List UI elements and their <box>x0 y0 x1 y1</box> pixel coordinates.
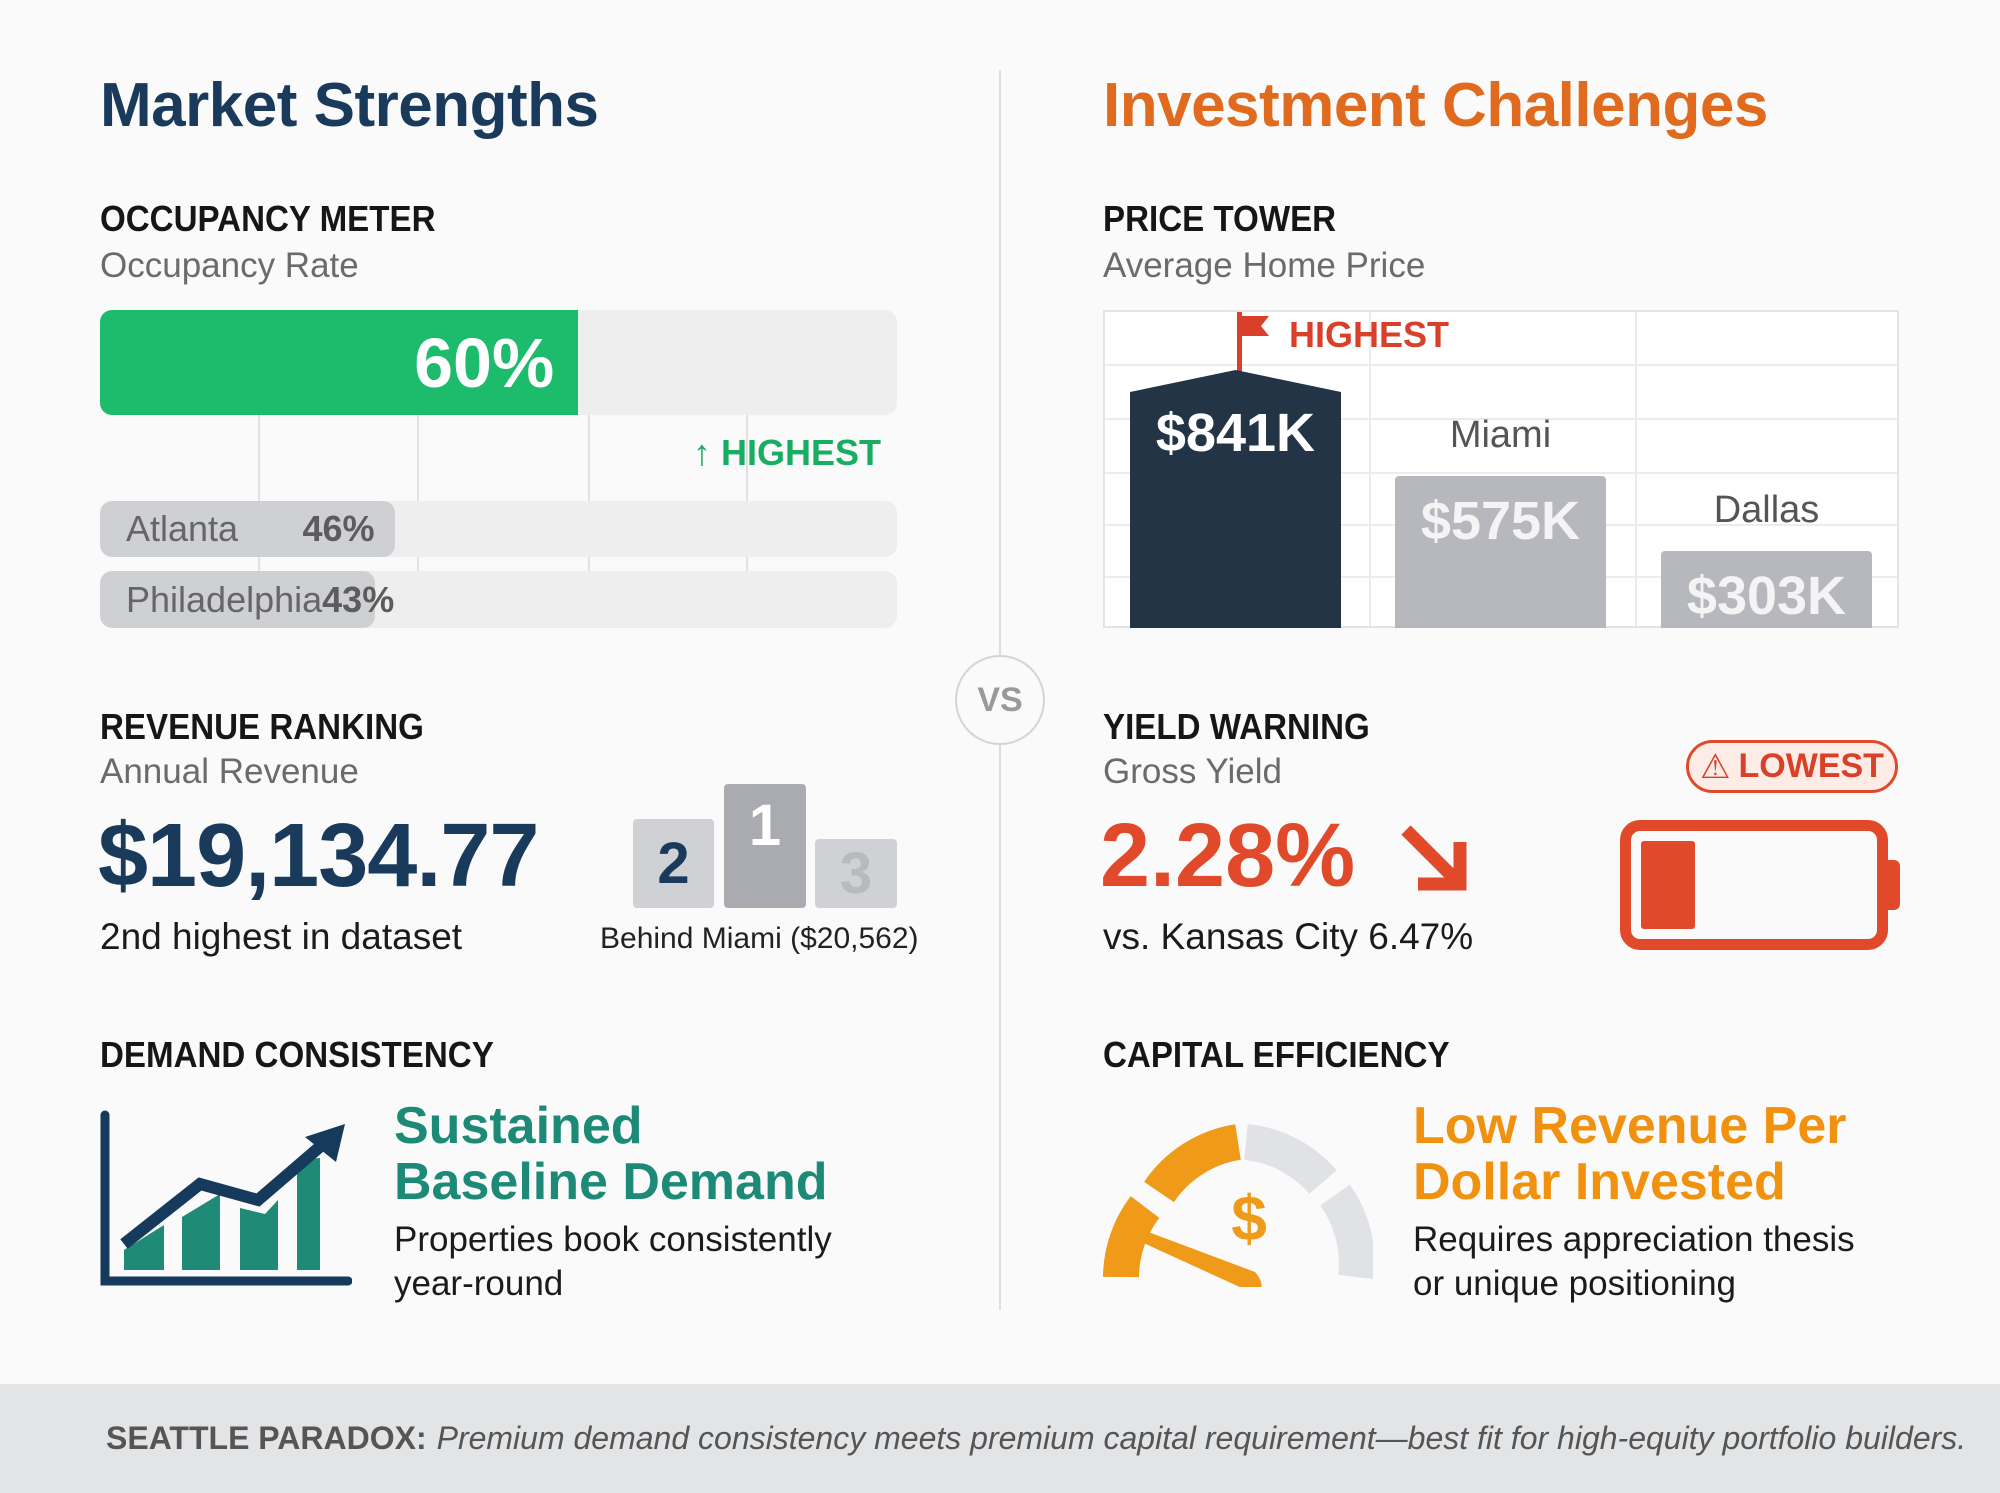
podium-2: 2 <box>633 819 714 908</box>
price-tower-chart: HIGHEST $841K $575K Miami $303K Dallas <box>1103 310 1899 628</box>
svg-text:$: $ <box>1231 1182 1267 1254</box>
vs-badge: VS <box>955 655 1045 745</box>
occupancy-heading: OCCUPANCY METER <box>100 198 436 239</box>
revenue-subtitle: Annual Revenue <box>100 752 359 791</box>
revenue-note: 2nd highest in dataset <box>100 916 463 957</box>
occupancy-meter: 60% ↑ HIGHEST Atlanta 46% Philadelphia 43% <box>100 310 897 628</box>
capital-heading: CAPITAL EFFICIENCY <box>1103 1034 1450 1075</box>
podium-note: Behind Miami ($20,562) <box>600 922 919 955</box>
market-strengths-title: Market Strengths <box>100 71 599 140</box>
demand-headline: Sustained Baseline Demand <box>394 1097 828 1211</box>
price-bar: $841K <box>1130 370 1341 628</box>
price-bar-city: Miami <box>1449 414 1552 456</box>
price-bar-value: $575K <box>1420 491 1581 551</box>
investment-challenges-title: Investment Challenges <box>1103 71 1768 140</box>
yield-value: 2.28% <box>1100 806 1356 906</box>
arrow-down-right-icon <box>1401 825 1467 891</box>
price-bar-value: $841K <box>1155 403 1316 463</box>
highest-badge: ↑ HIGHEST <box>692 432 881 473</box>
demand-heading: DEMAND CONSISTENCY <box>100 1034 494 1075</box>
occupancy-bar: 60% <box>100 310 897 415</box>
footer-banner: SEATTLE PARADOX: Premium demand consiste… <box>0 1384 2000 1493</box>
footer-text: Premium demand consistency meets premium… <box>436 1420 1967 1456</box>
price-highest-badge: HIGHEST <box>1289 314 1450 355</box>
arrow-up-icon: ↑ <box>692 432 721 473</box>
demand-body: Properties book consistently year-round <box>394 1220 832 1303</box>
revenue-value: $19,134.77 <box>98 806 539 906</box>
occupancy-subtitle: Occupancy Rate <box>100 246 359 285</box>
podium-3: 3 <box>815 839 897 908</box>
price-bar-city: Dallas <box>1713 489 1820 531</box>
price-subtitle: Average Home Price <box>1103 246 1426 285</box>
podium-1: 1 <box>724 784 806 908</box>
comparison-bar-philadelphia: Philadelphia 43% <box>100 571 897 628</box>
flag-icon <box>1237 312 1269 374</box>
price-heading: PRICE TOWER <box>1103 198 1337 239</box>
warning-icon: ⚠ <box>1700 747 1731 786</box>
capital-body: Requires appreciation thesis or unique po… <box>1413 1220 1855 1303</box>
battery-icon <box>1620 820 1888 950</box>
comparison-bar-atlanta: Atlanta 46% <box>100 501 897 557</box>
price-bar: $303K <box>1661 551 1872 628</box>
yield-heading: YIELD WARNING <box>1103 706 1370 747</box>
capital-headline: Low Revenue Per Dollar Invested <box>1413 1097 1847 1211</box>
revenue-heading: REVENUE RANKING <box>100 706 424 747</box>
occupancy-value: 60% <box>414 323 555 402</box>
dollar-gauge-icon: $ <box>1103 1124 1373 1287</box>
yield-note: vs. Kansas City 6.47% <box>1103 916 1474 957</box>
lowest-badge: ⚠ LOWEST <box>1686 740 1898 793</box>
price-bar-value: $303K <box>1686 566 1847 626</box>
rising-bar-chart-icon <box>100 1110 352 1286</box>
yield-subtitle: Gross Yield <box>1103 752 1282 791</box>
price-bar: $575K <box>1395 476 1606 628</box>
footer-label: SEATTLE PARADOX: <box>106 1420 427 1456</box>
